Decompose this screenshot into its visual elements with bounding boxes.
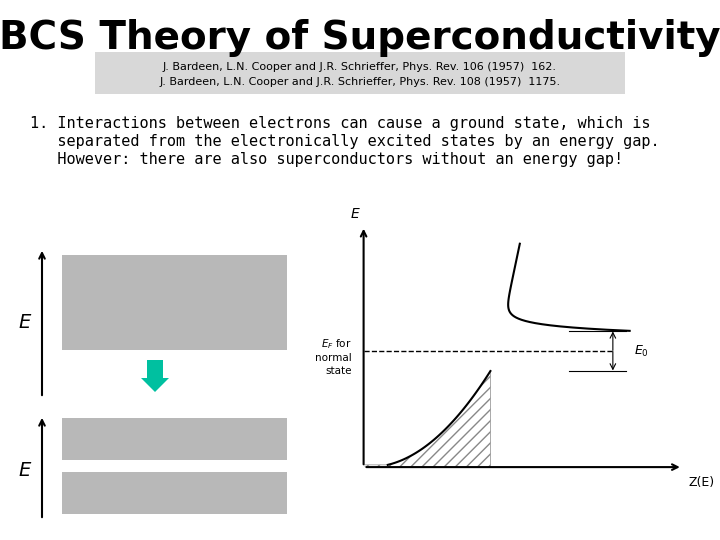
Text: 1. Interactions between electrons can cause a ground state, which is: 1. Interactions between electrons can ca…	[30, 116, 650, 131]
Text: $E$: $E$	[18, 461, 32, 480]
Text: J. Bardeen, L.N. Cooper and J.R. Schrieffer, Phys. Rev. 106 (1957)  162.: J. Bardeen, L.N. Cooper and J.R. Schrief…	[163, 62, 557, 72]
Text: state: state	[325, 366, 352, 376]
Bar	[62, 418, 287, 460]
Text: $E$: $E$	[18, 314, 32, 333]
Text: normal: normal	[315, 353, 352, 363]
Text: However: there are also superconductors without an energy gap!: However: there are also superconductors …	[30, 152, 623, 167]
Text: BCS Theory of Superconductivity: BCS Theory of Superconductivity	[0, 19, 720, 57]
Text: E: E	[351, 207, 359, 221]
FancyArrow shape	[141, 360, 169, 392]
Text: $E_F$ for: $E_F$ for	[322, 338, 352, 351]
Text: Z(E): Z(E)	[688, 476, 714, 489]
Bar	[95, 52, 625, 94]
Bar	[62, 255, 287, 350]
Text: J. Bardeen, L.N. Cooper and J.R. Schrieffer, Phys. Rev. 108 (1957)  1175.: J. Bardeen, L.N. Cooper and J.R. Schrief…	[159, 77, 561, 87]
Text: $E_0$: $E_0$	[634, 343, 649, 359]
Bar	[62, 472, 287, 514]
Text: separated from the electronically excited states by an energy gap.: separated from the electronically excite…	[30, 134, 660, 149]
